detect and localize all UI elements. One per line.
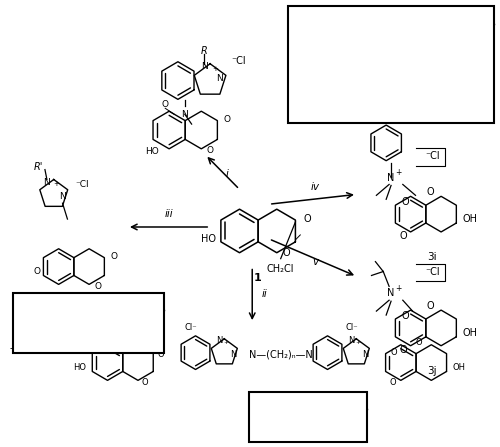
Text: -CH₂C₆H₂(OCH₃)-3,4,5: -CH₂C₆H₂(OCH₃)-3,4,5 <box>290 98 395 108</box>
Bar <box>12 293 164 353</box>
Text: ⁻Cl: ⁻Cl <box>76 180 89 189</box>
Text: N: N <box>362 350 368 359</box>
Text: 3e: 3e <box>322 419 334 429</box>
Text: +: + <box>54 181 60 187</box>
Text: 3j: 3j <box>428 366 437 375</box>
Text: -CH₂CH₂CH₂CH₃: -CH₂CH₂CH₂CH₃ <box>9 343 85 353</box>
Text: +: + <box>356 340 361 345</box>
Text: 3b: 3b <box>444 59 456 69</box>
Text: N—(CH₂)ₙ—N: N—(CH₂)ₙ—N <box>250 350 313 360</box>
Text: R': R' <box>42 301 52 311</box>
Text: O: O <box>110 252 117 261</box>
Text: Compound: Compound <box>408 15 472 25</box>
Text: O: O <box>158 350 164 359</box>
Text: 4: 4 <box>268 419 274 429</box>
Text: N: N <box>182 110 188 119</box>
Text: O: O <box>399 345 406 354</box>
Text: Cl⁻: Cl⁻ <box>184 324 197 333</box>
Text: O: O <box>282 248 290 258</box>
Text: n: n <box>267 400 274 410</box>
Text: 3g: 3g <box>114 323 126 333</box>
Text: ⁻Cl: ⁻Cl <box>426 266 440 277</box>
Text: O: O <box>303 214 311 224</box>
Text: O: O <box>401 311 408 321</box>
Text: +: + <box>396 168 402 177</box>
Text: O: O <box>390 348 397 357</box>
Text: HO: HO <box>146 148 160 156</box>
Text: N: N <box>388 288 394 298</box>
Text: -CH₂C₆H₅: -CH₂C₆H₅ <box>320 79 364 89</box>
Text: O: O <box>426 187 434 198</box>
Text: -CH₃: -CH₃ <box>332 39 353 49</box>
Text: O: O <box>162 100 168 109</box>
Text: 1: 1 <box>253 274 261 283</box>
Text: N: N <box>216 74 223 83</box>
Text: N: N <box>44 178 51 187</box>
Text: 3f: 3f <box>323 435 332 445</box>
Text: O: O <box>399 231 406 241</box>
Text: O: O <box>136 338 143 347</box>
Text: HO: HO <box>201 234 216 244</box>
Text: iv: iv <box>310 182 320 192</box>
Text: R: R <box>201 46 207 56</box>
Text: i: i <box>226 169 228 178</box>
Text: O: O <box>34 267 40 276</box>
Text: O: O <box>224 114 231 124</box>
Text: Cl⁻: Cl⁻ <box>345 324 358 333</box>
Text: -CH₂CH₂CH₂CH₃: -CH₂CH₂CH₂CH₃ <box>304 59 380 69</box>
Text: N: N <box>216 336 222 345</box>
Text: 3d: 3d <box>444 98 456 108</box>
Text: O: O <box>390 378 396 387</box>
Bar <box>288 6 494 123</box>
Text: iii: iii <box>165 209 173 219</box>
Text: R: R <box>338 15 346 25</box>
Text: v: v <box>312 257 319 266</box>
Text: +: + <box>396 284 402 293</box>
Bar <box>250 392 366 442</box>
Text: 5: 5 <box>268 435 274 445</box>
Text: O: O <box>426 301 434 311</box>
Text: N: N <box>230 350 236 359</box>
Text: 3c: 3c <box>444 79 456 89</box>
Text: +: + <box>224 340 229 345</box>
Text: HO: HO <box>60 293 74 302</box>
Text: O: O <box>142 378 148 387</box>
Text: +: + <box>212 66 218 72</box>
Text: Compound: Compound <box>89 301 152 311</box>
Text: ii: ii <box>262 289 268 299</box>
Text: R': R' <box>34 162 43 172</box>
Text: ⁻Cl: ⁻Cl <box>426 151 440 161</box>
Text: OH: OH <box>462 214 477 224</box>
Text: -CH₃: -CH₃ <box>36 323 58 333</box>
Text: N: N <box>388 173 394 182</box>
Text: O: O <box>415 338 422 347</box>
Text: Compound: Compound <box>296 400 359 410</box>
Text: OH: OH <box>462 328 477 338</box>
Text: N: N <box>201 62 207 71</box>
Text: CH₂Cl: CH₂Cl <box>267 264 294 274</box>
Text: O: O <box>401 197 408 207</box>
Text: O: O <box>94 282 101 291</box>
Text: 3i: 3i <box>428 252 437 262</box>
Text: OH: OH <box>453 363 466 372</box>
Text: 3h: 3h <box>114 343 126 353</box>
Text: N: N <box>348 336 354 345</box>
Text: N: N <box>59 192 66 201</box>
Text: ⁻Cl: ⁻Cl <box>232 56 246 66</box>
Text: O: O <box>206 146 213 155</box>
Text: HO: HO <box>73 363 86 372</box>
Text: 3a: 3a <box>444 39 456 49</box>
